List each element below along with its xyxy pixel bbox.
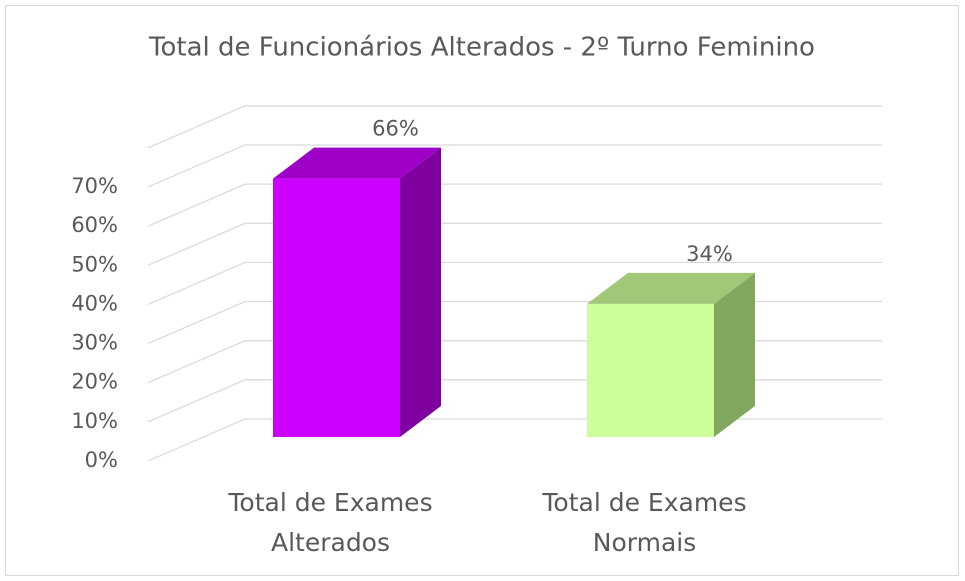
x-tick-label: Total de Exames Normais: [542, 488, 747, 557]
bar-front: [273, 178, 400, 437]
chart-border: [5, 5, 959, 576]
y-tick-label: 0%: [85, 448, 118, 472]
y-tick-label: 10%: [71, 409, 118, 433]
bar-top: [273, 147, 441, 179]
bar-front: [587, 303, 714, 437]
bar-side: [400, 147, 441, 437]
y-tick-label: 20%: [71, 370, 118, 394]
bar: [273, 147, 441, 437]
y-tick-label: 60%: [71, 213, 118, 237]
grid-line: [147, 183, 882, 227]
grid-line: [147, 222, 882, 266]
grid-line: [147, 144, 882, 188]
bar-side: [714, 272, 755, 437]
y-tick-label: 40%: [71, 291, 118, 315]
wall-top: [147, 105, 882, 149]
data-label: 34%: [686, 242, 733, 266]
y-tick-label: 50%: [71, 252, 118, 276]
grid-line: [147, 261, 882, 305]
y-tick-label: 30%: [71, 331, 118, 355]
bar-top: [587, 272, 755, 304]
x-tick-label: Total de Exames Alterados: [228, 488, 433, 557]
chart-title: Total de Funcionários Alterados - 2º Tur…: [148, 33, 815, 63]
bar: [587, 272, 755, 437]
data-label: 66%: [372, 117, 419, 141]
y-tick-label: 70%: [71, 174, 118, 198]
